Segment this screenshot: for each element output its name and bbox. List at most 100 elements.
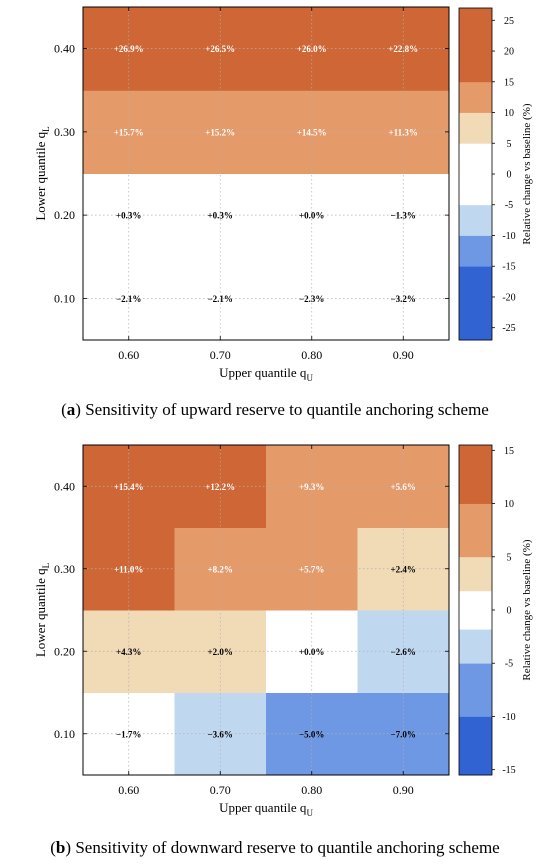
colorbar-tick-label: 15 xyxy=(504,77,514,88)
colorbar-tick-label: -5 xyxy=(505,659,513,670)
y-tick-label: 0.10 xyxy=(54,727,75,741)
cell-label: +0.3% xyxy=(116,211,141,221)
cell-label: +26.9% xyxy=(114,44,144,54)
cell-label: +26.0% xyxy=(297,44,327,54)
cell-label: +5.6% xyxy=(391,482,416,492)
cell-label: −2.1% xyxy=(116,294,141,304)
caption-b-letter: b xyxy=(55,838,66,857)
cell-label: +22.8% xyxy=(388,44,418,54)
cell-label: +0.3% xyxy=(208,211,233,221)
colorbar-band xyxy=(459,235,492,267)
y-axis-label-main: Lower quantile q xyxy=(33,131,48,220)
cell-label: −2.6% xyxy=(391,647,416,657)
cell-label: −7.0% xyxy=(391,729,416,739)
y-tick-label: 0.20 xyxy=(54,644,75,658)
colorbar-band xyxy=(459,143,492,206)
y-axis-label-sub: L xyxy=(41,126,51,132)
colorbar-tick-label: 5 xyxy=(507,139,512,150)
grid-lines xyxy=(83,445,449,775)
cell-label: +11.0% xyxy=(114,564,143,574)
colorbar-band xyxy=(459,296,492,329)
colorbar-band xyxy=(459,663,492,717)
colorbar-band xyxy=(459,590,492,630)
x-tick-label: 0.80 xyxy=(301,783,322,797)
x-tick-label: 0.60 xyxy=(118,348,139,362)
y-tick-label: 0.30 xyxy=(54,125,75,139)
colorbar-band xyxy=(459,20,492,52)
cell-label: +0.0% xyxy=(299,211,324,221)
heatmap-panel-a: −2.1% −2.1% −2.3% −3.2% +0.3% +0.3% +0.0% −1.3%… xyxy=(33,6,533,383)
y-tick-label: 0.40 xyxy=(54,42,75,56)
caption-b-text: Sensitivity of downward reserve to quant… xyxy=(71,838,500,857)
caption-b: (b) Sensitivity of downward reserve to q… xyxy=(50,838,500,857)
y-axis-label-sub: L xyxy=(41,563,51,569)
caption-a-text: Sensitivity of upward reserve to quantil… xyxy=(80,400,489,419)
colorbar-band xyxy=(459,769,492,776)
colorbar-tick-label: 25 xyxy=(504,16,514,27)
colorbar-tick-label: 10 xyxy=(504,499,514,510)
colorbar-tick-label: -15 xyxy=(502,262,515,273)
cell-label: −1.7% xyxy=(116,729,141,739)
colorbar-band xyxy=(459,716,492,771)
cell-label: +15.2% xyxy=(205,127,235,137)
cell-label: −5.0% xyxy=(299,729,324,739)
colorbar-tick-label: -15 xyxy=(502,765,515,776)
x-tick-label: 0.70 xyxy=(210,783,231,797)
y-tick-label: 0.20 xyxy=(54,208,75,222)
x-axis-label-main: Upper quantile q xyxy=(219,365,307,380)
colorbar-tick-label: 20 xyxy=(504,47,514,58)
colorbar-tick-label: -10 xyxy=(502,231,515,242)
colorbar-tick-label: -25 xyxy=(502,323,515,334)
x-tick-label: 0.80 xyxy=(301,348,322,362)
x-axis-label-sub: U xyxy=(306,373,313,383)
colorbar-band xyxy=(459,204,492,236)
colorbar-band xyxy=(459,556,492,592)
colorbar-label: Relative change vs baseline (%) xyxy=(521,539,533,680)
cell-label: −2.1% xyxy=(208,294,233,304)
cell-label: +0.0% xyxy=(299,647,324,657)
cell-label: +15.7% xyxy=(114,127,144,137)
colorbar-band xyxy=(459,445,492,451)
colorbar-band xyxy=(459,327,492,341)
colorbar-tick-label: 0 xyxy=(507,606,512,617)
y-axis-label: Lower quantile qL xyxy=(33,126,51,220)
y-axis-label: Lower quantile qL xyxy=(33,563,51,657)
x-axis-label: Upper quantile qU xyxy=(219,800,313,818)
colorbar-band xyxy=(459,503,492,558)
heatmap-panel-b: −1.7% −3.6% −5.0% −7.0% +4.3% +2.0% +0.0% −2.6%… xyxy=(33,444,533,818)
x-tick-label: 0.70 xyxy=(210,348,231,362)
cell-label: +26.5% xyxy=(205,44,235,54)
colorbar-tick-label: 5 xyxy=(507,552,512,563)
colorbar: -15 -10 -5 0 5 10 15 Relative change vs baselin… xyxy=(458,444,533,776)
cell-label: +11.3% xyxy=(389,127,418,137)
colorbar-band xyxy=(459,112,492,144)
colorbar-tick-label: -10 xyxy=(502,712,515,723)
cell-label: +2.0% xyxy=(208,647,233,657)
x-axis-label: Upper quantile qU xyxy=(219,365,313,383)
cell-label: +2.4% xyxy=(391,564,416,574)
cell-label: +8.2% xyxy=(208,564,233,574)
y-tick-label: 0.40 xyxy=(54,479,75,493)
colorbar: -25 -20 -15 -10 -5 0 5 10 15 20 25 Relative change … xyxy=(458,7,533,341)
cell-label: +14.5% xyxy=(297,127,327,137)
caption-a: (a) Sensitivity of upward reserve to qua… xyxy=(61,400,489,419)
colorbar-tick-label: 15 xyxy=(504,446,514,457)
colorbar-band xyxy=(459,8,492,21)
grid-lines xyxy=(83,7,449,340)
colorbar-band xyxy=(459,266,492,298)
cell-label: +15.4% xyxy=(114,482,144,492)
x-tick-label: 0.90 xyxy=(393,783,414,797)
colorbar-band xyxy=(459,51,492,83)
cell-label: −3.2% xyxy=(391,294,416,304)
colorbar-band xyxy=(459,629,492,664)
colorbar-band xyxy=(459,450,492,504)
x-axis-label-main: Upper quantile q xyxy=(219,800,307,815)
x-tick-label: 0.60 xyxy=(118,783,139,797)
x-axis-label-sub: U xyxy=(306,808,313,818)
cell-label: +12.2% xyxy=(205,482,235,492)
cell-label: +4.3% xyxy=(116,647,141,657)
cell-label: −1.3% xyxy=(391,211,416,221)
colorbar-tick-label: -20 xyxy=(502,292,515,303)
colorbar-tick-label: -5 xyxy=(505,200,513,211)
